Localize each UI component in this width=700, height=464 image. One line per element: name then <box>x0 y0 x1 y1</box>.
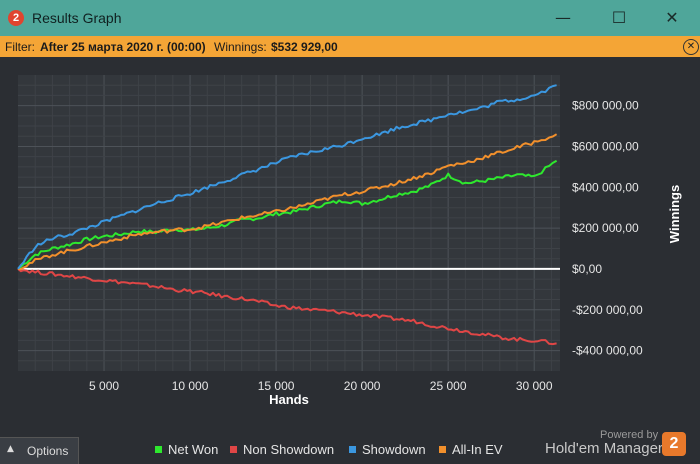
winnings-label: Winnings: <box>214 40 267 54</box>
y-axis-title: Winnings <box>667 185 682 243</box>
legend-label: Net Won <box>168 442 219 457</box>
app-logo-icon: 2 <box>8 10 24 26</box>
filter-bar: Filter: After 25 марта 2020 г. (00:00) W… <box>0 36 700 57</box>
y-tick-label: $400 000,00 <box>572 180 639 194</box>
hem-logo-icon: 2 <box>662 432 686 456</box>
series-line-net-won <box>17 159 558 270</box>
results-chart: 5 000 10 000 15 000 20 000 25 000 30 000 $800… <box>17 75 682 407</box>
legend-swatch-net-won <box>155 446 162 453</box>
brand-name: Hold'em Manager <box>545 440 663 457</box>
grid <box>18 75 560 371</box>
legend-label: All-In EV <box>452 442 503 457</box>
legend-label: Non Showdown <box>243 442 335 457</box>
y-tick-label: $600 000,00 <box>572 139 639 153</box>
close-button[interactable]: ✕ <box>665 8 679 27</box>
legend-net-won[interactable]: Net Won <box>155 442 218 457</box>
filter-label: Filter: <box>5 40 35 54</box>
plot-area <box>18 75 560 371</box>
legend-swatch-non-showdown <box>230 446 237 453</box>
y-tick-label: $0,00 <box>572 262 602 276</box>
filter-value: After 25 марта 2020 г. (00:00) <box>40 40 206 54</box>
x-tick-label: 20 000 <box>344 379 381 393</box>
y-tick-label: $800 000,00 <box>572 99 639 113</box>
x-tick-label: 30 000 <box>516 379 553 393</box>
series-lines <box>17 84 558 346</box>
maximize-button[interactable]: ☐ <box>611 8 627 27</box>
series-line-non-showdown <box>17 268 557 346</box>
y-tick-labels: $800 000,00 $600 000,00 $400 000,00 $200 00… <box>572 99 643 358</box>
minimize-button[interactable]: — <box>555 8 571 27</box>
series-line-all-in-ev <box>17 133 558 271</box>
x-tick-label: 15 000 <box>258 379 295 393</box>
legend-all-in-ev[interactable]: All-In EV <box>439 442 503 457</box>
legend-swatch-all-in-ev <box>439 446 446 453</box>
x-axis-title: Hands <box>269 392 309 407</box>
powered-by-label: Powered by <box>600 429 659 441</box>
legend-non-showdown[interactable]: Non Showdown <box>230 442 334 457</box>
y-tick-label: -$200 000,00 <box>572 303 643 317</box>
title-bar: 2 Results Graph — ☐ ✕ <box>0 0 700 36</box>
caret-up-icon: ▲ <box>7 444 14 454</box>
legend-swatch-showdown <box>349 446 356 453</box>
legend-showdown[interactable]: Showdown <box>349 442 426 457</box>
x-tick-label: 10 000 <box>172 379 209 393</box>
options-label: Options <box>27 444 69 458</box>
winnings-value: $532 929,00 <box>271 40 338 54</box>
y-tick-label: $200 000,00 <box>572 221 639 235</box>
window-title: Results Graph <box>32 10 122 26</box>
x-tick-label: 25 000 <box>430 379 467 393</box>
options-button[interactable]: ▲ Options <box>0 437 79 464</box>
y-tick-label: -$400 000,00 <box>572 344 643 358</box>
legend-label: Showdown <box>362 442 426 457</box>
x-tick-label: 5 000 <box>89 379 119 393</box>
series-line-showdown <box>17 84 557 270</box>
clear-filter-button[interactable]: ✕ <box>683 39 699 55</box>
x-tick-labels: 5 000 10 000 15 000 20 000 25 000 30 000 <box>89 379 553 393</box>
